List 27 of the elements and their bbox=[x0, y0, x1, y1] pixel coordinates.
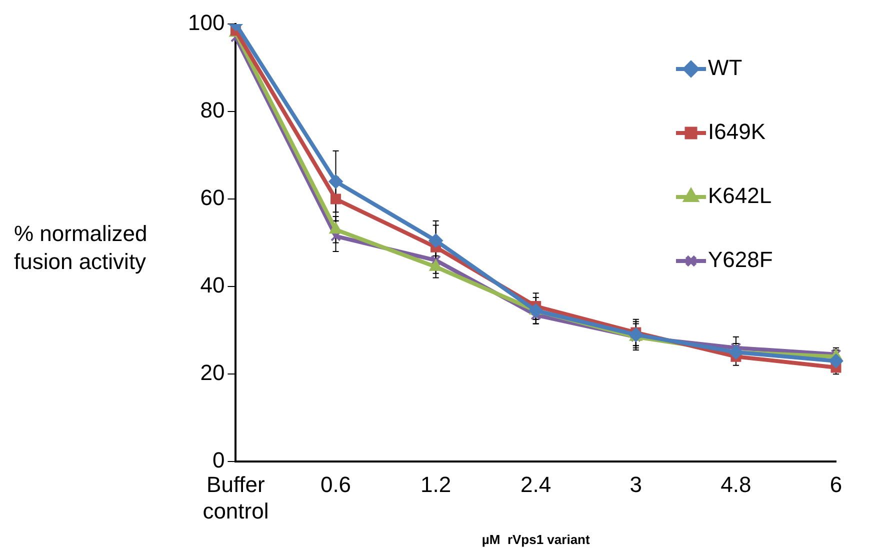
legend-label: WT bbox=[708, 55, 742, 80]
point bbox=[428, 234, 443, 248]
point bbox=[330, 194, 341, 204]
legend-label: I649K bbox=[708, 119, 766, 144]
y-tick-label: 40 bbox=[200, 272, 225, 298]
y-tick-label: 100 bbox=[188, 10, 225, 36]
point bbox=[430, 260, 442, 271]
y-tick-label: 20 bbox=[200, 360, 225, 386]
point bbox=[528, 304, 543, 318]
x-tick-label: 1.2 bbox=[420, 472, 452, 497]
x-tick-label: 3 bbox=[630, 472, 642, 497]
x-tick-label: 0.6 bbox=[320, 472, 352, 497]
y-tick-label: 0 bbox=[212, 448, 225, 473]
point bbox=[330, 222, 342, 234]
x-tick-label: 6 bbox=[830, 472, 842, 497]
legend-label: K642L bbox=[708, 183, 772, 208]
x-axis-title: µM rVps1 variant bbox=[482, 532, 590, 547]
x-tick-label: 2.4 bbox=[520, 472, 552, 497]
point bbox=[829, 354, 843, 368]
x-tick-label: Buffer control bbox=[202, 472, 269, 524]
legend-label: Y628F bbox=[708, 247, 773, 272]
point bbox=[430, 255, 442, 266]
point bbox=[328, 174, 343, 189]
y-tick-label: 80 bbox=[200, 98, 225, 123]
x-tick-label: 4.8 bbox=[720, 472, 752, 497]
y-tick-label: 60 bbox=[200, 185, 225, 210]
y-axis-title: % normalized fusion activity bbox=[14, 220, 148, 276]
